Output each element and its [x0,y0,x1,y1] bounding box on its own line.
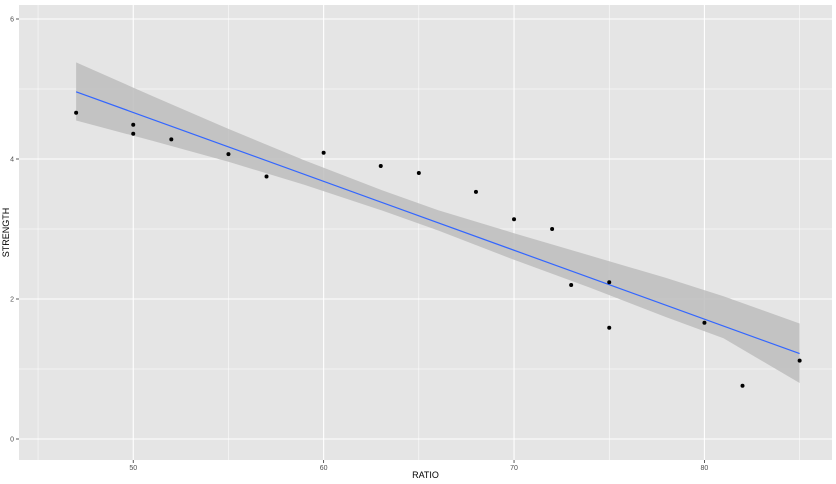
fit-line [75,91,800,355]
grid-minor [19,5,832,460]
data-point [702,320,707,325]
y-tick-label: 6 [10,17,14,24]
data-point [512,217,517,222]
data-point [131,131,136,136]
data-point [378,164,383,168]
x-axis-title: RATIO [412,470,439,480]
x-axis: 50 60 70 80 [129,460,708,472]
y-tick-label: 0 [10,437,14,444]
y-tick-label: 4 [10,157,14,164]
fit-line-layer [75,91,800,355]
plot-panel [19,5,832,460]
data-points [74,110,802,388]
x-tick-label: 70 [510,465,518,472]
data-point [607,280,612,285]
data-point [226,152,231,157]
data-point [321,150,326,155]
x-tick-label: 80 [701,465,709,472]
data-point [797,358,802,363]
x-tick-label: 50 [129,465,137,472]
data-point [264,174,269,179]
data-point [131,122,136,127]
data-point [416,171,421,175]
data-point [607,325,612,330]
y-axis-title: STRENGTH [1,208,11,258]
data-point [569,283,574,287]
y-tick-label: 2 [10,297,14,304]
data-point [74,110,79,115]
data-point [169,137,174,142]
data-point [473,189,478,194]
data-point [550,227,555,231]
data-point [740,383,745,388]
y-axis: 0 2 4 6 [10,17,19,444]
x-tick-label: 60 [320,465,328,472]
